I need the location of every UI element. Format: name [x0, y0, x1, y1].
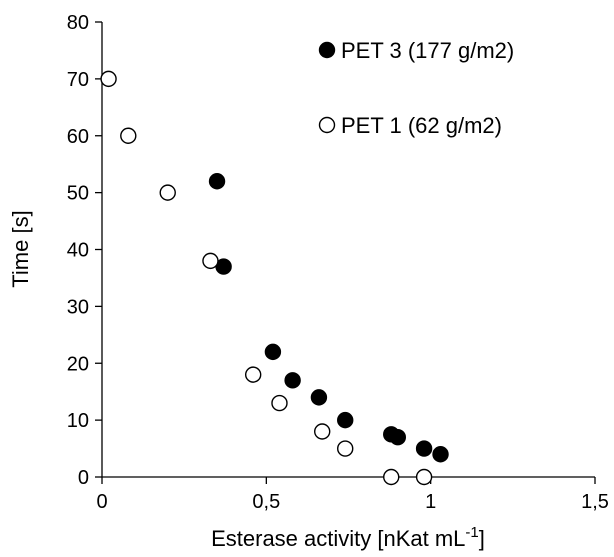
- y-tick-label: 10: [67, 410, 89, 432]
- y-tick-label: 40: [67, 240, 89, 262]
- x-tick-label: 1,5: [581, 491, 609, 513]
- data-point-pet1: [271, 394, 288, 412]
- x-axis-title-superscript: -1: [465, 524, 478, 541]
- y-tick-label: 80: [67, 12, 89, 34]
- data-point-pet3: [432, 446, 449, 463]
- data-point-pet3: [415, 440, 433, 457]
- legend: PET 3 (177 g/m2) PET 1 (62 g/m2): [318, 38, 514, 138]
- data-point-pet3: [264, 343, 282, 361]
- y-ticks: 0 10 20 30 40 50 60 70 80: [67, 12, 102, 489]
- data-point-pet1: [159, 184, 176, 201]
- y-tick-label: 60: [67, 126, 89, 148]
- y-tick-label: 20: [67, 353, 89, 375]
- x-tick-label: 1: [425, 491, 436, 513]
- x-axis-title: Esterase activity [nKat mL-1]: [211, 524, 485, 551]
- data-point-pet1: [100, 70, 117, 88]
- x-axis-title-main: Esterase activity [nKat mL: [211, 526, 465, 551]
- x-tick-label: 0: [96, 491, 107, 513]
- x-tick-label: 0,5: [252, 491, 280, 513]
- data-point-pet1: [337, 440, 354, 457]
- y-tick-label: 0: [78, 467, 89, 489]
- data-point-pet1: [120, 127, 137, 144]
- legend-marker-pet1: [318, 116, 336, 134]
- legend-marker-pet3: [318, 41, 336, 59]
- data-point-pet3: [337, 411, 354, 429]
- data-point-pet1: [314, 423, 331, 440]
- legend-label-pet1: PET 1 (62 g/m2): [341, 113, 502, 138]
- data-point-pet1: [244, 366, 262, 383]
- data-point-pet1: [415, 468, 433, 486]
- data-point-pet1: [383, 468, 400, 486]
- data-points: [100, 70, 449, 486]
- data-point-pet3: [310, 389, 328, 406]
- y-tick-label: 30: [67, 296, 89, 318]
- data-point-pet1: [202, 252, 219, 270]
- data-point-pet3: [389, 428, 406, 446]
- legend-label-pet3: PET 3 (177 g/m2): [341, 38, 514, 63]
- data-point-pet3: [284, 372, 301, 389]
- axes: [101, 22, 595, 478]
- y-tick-label: 50: [67, 183, 89, 205]
- x-axis-title-suffix: ]: [479, 526, 485, 551]
- x-ticks: 0 0,5 1 1,5: [96, 477, 609, 513]
- y-axis-title: Time [s]: [8, 210, 33, 287]
- data-point-pet3: [208, 173, 226, 190]
- y-tick-label: 70: [67, 69, 89, 91]
